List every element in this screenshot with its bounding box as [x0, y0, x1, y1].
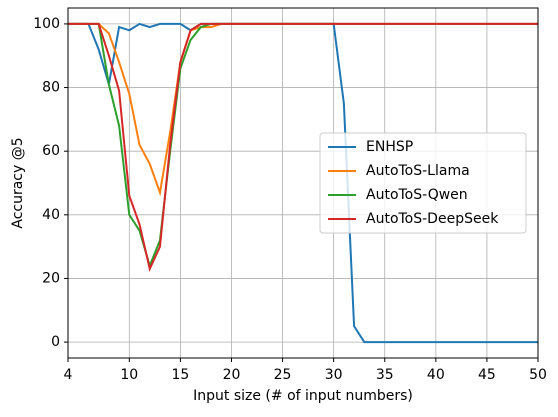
- x-axis-label: Input size (# of input numbers): [193, 388, 413, 404]
- legend-label: AutoToS-DeepSeek: [366, 211, 499, 227]
- x-tick-label: 45: [478, 367, 496, 383]
- x-tick-label: 50: [529, 367, 547, 383]
- x-tick-label: 4: [64, 367, 73, 383]
- y-tick-label: 0: [51, 334, 60, 350]
- legend-label: ENHSP: [366, 139, 413, 155]
- x-tick-label: 30: [325, 367, 343, 383]
- x-tick-label: 40: [427, 367, 445, 383]
- legend-label: AutoToS-Llama: [366, 163, 470, 179]
- x-tick-label: 20: [223, 367, 241, 383]
- y-tick-label: 40: [42, 207, 60, 223]
- x-tick-label: 10: [120, 367, 138, 383]
- y-tick-label: 100: [33, 16, 60, 32]
- y-tick-label: 60: [42, 143, 60, 159]
- x-tick-label: 25: [274, 367, 292, 383]
- y-tick-label: 20: [42, 270, 60, 286]
- x-tick-label: 15: [171, 367, 189, 383]
- legend-box: [319, 132, 527, 234]
- series-line: [68, 22, 538, 272]
- legend-label: AutoToS-Qwen: [366, 187, 468, 203]
- plot-frame: [67, 7, 539, 359]
- x-tick-label: 35: [376, 367, 394, 383]
- y-tick-label: 80: [42, 80, 60, 96]
- y-axis-label: Accuracy @5: [10, 137, 26, 228]
